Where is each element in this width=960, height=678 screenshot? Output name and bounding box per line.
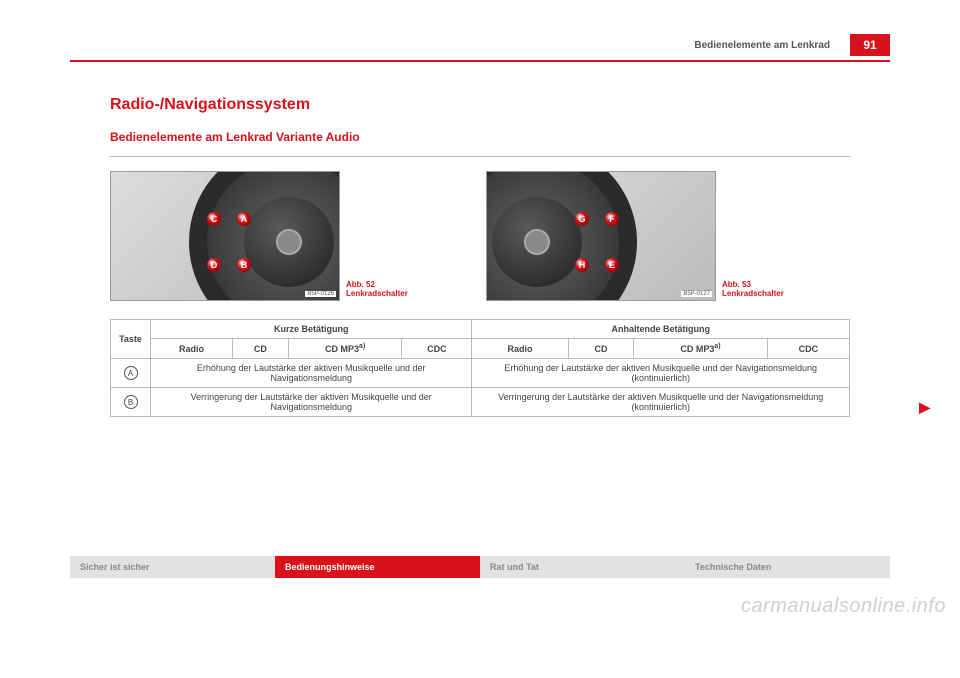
page-number: 91 — [850, 34, 890, 56]
th-sub: CD MP3a) — [634, 339, 767, 359]
heading-2: Bedienelemente am Lenkrad Variante Audio — [110, 130, 890, 144]
fig2-code: B5P-0127 — [681, 291, 712, 297]
row-short: Erhöhung der Lautstärke der aktiven Musi… — [151, 359, 472, 388]
watermark: carmanualsonline.info — [741, 595, 946, 618]
figure-52: C A D B B5P-0126 Abb. 52 Lenkradschalter — [110, 171, 426, 301]
callout-f: F — [605, 212, 619, 226]
thin-rule — [110, 156, 850, 157]
fig2-caption: Abb. 53 Lenkradschalter — [722, 280, 802, 301]
row-short: Verringerung der Lautstärke der aktiven … — [151, 388, 472, 417]
heading-1: Radio-/Navigationssystem — [110, 96, 890, 114]
table-row: BVerringerung der Lautstärke der aktiven… — [111, 388, 850, 417]
th-short: Kurze Betätigung — [151, 320, 472, 339]
fig1-caption: Abb. 52 Lenkradschalter — [346, 280, 426, 301]
th-taste: Taste — [111, 320, 151, 359]
th-sub: Radio — [151, 339, 233, 359]
callout-e: E — [605, 258, 619, 272]
figure-53: G F H E B5P-0127 Abb. 53 Lenkradschalter — [486, 171, 802, 301]
row-key: B — [111, 388, 151, 417]
callout-d: D — [207, 258, 221, 272]
th-sub: CDC — [767, 339, 849, 359]
th-sub: CD — [568, 339, 634, 359]
th-sub: CD MP3a) — [288, 339, 401, 359]
th-sub: Radio — [472, 339, 568, 359]
row-long: Verringerung der Lautstärke der aktiven … — [472, 388, 850, 417]
tab-tips[interactable]: Rat und Tat — [480, 556, 685, 578]
fig1-code: B5P-0126 — [305, 291, 336, 297]
th-long: Anhaltende Betätigung — [472, 320, 850, 339]
page-header: Bedienelemente am Lenkrad 91 — [70, 40, 890, 70]
controls-table: Taste Kurze Betätigung Anhaltende Betäti… — [110, 319, 850, 417]
tab-operating[interactable]: Bedienungshinweise — [275, 556, 480, 578]
header-section: Bedienelemente am Lenkrad — [694, 40, 830, 51]
table-row: AErhöhung der Lautstärke der aktiven Mus… — [111, 359, 850, 388]
callout-a: A — [237, 212, 251, 226]
continue-arrow-icon: ▶ — [919, 399, 930, 416]
callout-h: H — [575, 258, 589, 272]
row-long: Erhöhung der Lautstärke der aktiven Musi… — [472, 359, 850, 388]
footer-tabs: Sicher ist sicher Bedienungshinweise Rat… — [70, 556, 890, 578]
callout-b: B — [237, 258, 251, 272]
th-sub: CDC — [402, 339, 472, 359]
tab-techdata[interactable]: Technische Daten — [685, 556, 890, 578]
callout-c: C — [207, 212, 221, 226]
th-sub: CD — [232, 339, 288, 359]
row-key: A — [111, 359, 151, 388]
header-rule — [70, 60, 890, 62]
callout-g: G — [575, 212, 589, 226]
tab-safety[interactable]: Sicher ist sicher — [70, 556, 275, 578]
